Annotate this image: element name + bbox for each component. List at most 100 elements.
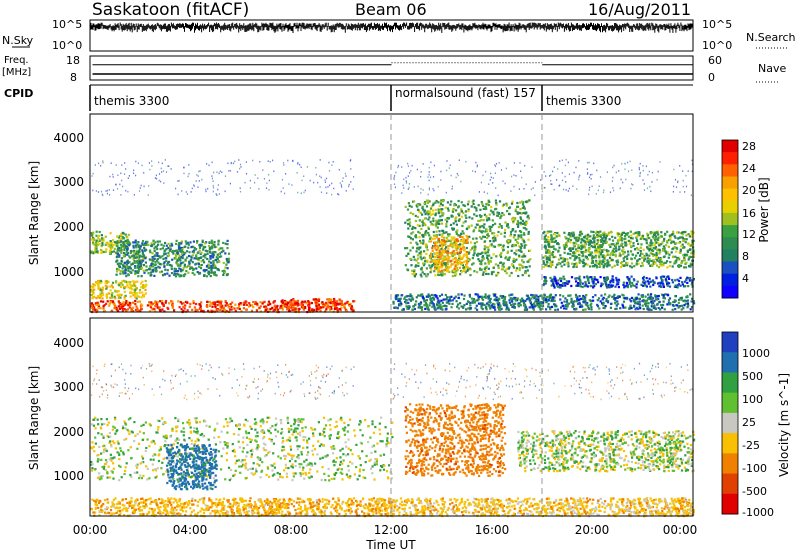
power-cell xyxy=(138,254,141,257)
power-cell xyxy=(445,240,448,243)
power-cell xyxy=(225,257,228,261)
power-cell xyxy=(451,251,454,254)
power-cell xyxy=(675,259,678,262)
power-cell xyxy=(656,264,659,267)
power-cell xyxy=(177,270,180,273)
power-cell xyxy=(615,276,618,279)
power-cell xyxy=(208,241,211,244)
power-cell xyxy=(692,255,695,258)
power-cell xyxy=(607,231,610,234)
power-cell xyxy=(599,251,602,254)
power-cell xyxy=(118,255,121,258)
power-cell xyxy=(458,262,461,265)
power-cell xyxy=(211,271,214,274)
power-cell xyxy=(138,256,141,259)
power-cell xyxy=(180,308,183,311)
power-cell xyxy=(286,307,289,310)
power-cell xyxy=(593,239,596,242)
power-cell xyxy=(233,307,236,310)
power-cell xyxy=(126,259,129,262)
power-cell xyxy=(573,254,576,257)
power-cell xyxy=(573,237,576,240)
power-cell xyxy=(548,249,551,252)
power-cell xyxy=(608,286,611,289)
power-cell xyxy=(256,302,259,305)
power-cell xyxy=(587,250,590,253)
power-cell xyxy=(316,302,319,305)
power-cell xyxy=(513,243,516,247)
power-cell xyxy=(452,222,455,225)
power-cell xyxy=(434,208,437,211)
power-cell xyxy=(675,247,679,250)
power-cell xyxy=(502,249,505,252)
power-cell xyxy=(211,246,214,249)
power-cell xyxy=(574,293,578,296)
power-cell xyxy=(238,303,241,306)
power-cell xyxy=(91,297,94,300)
power-cell xyxy=(667,256,670,259)
power-cell xyxy=(640,243,643,246)
power-cell xyxy=(136,294,139,297)
power-cell xyxy=(457,199,460,203)
power-cell xyxy=(537,297,540,300)
power-cell xyxy=(414,273,418,276)
power-cell xyxy=(592,282,595,285)
power-cell xyxy=(570,301,573,304)
power-cell xyxy=(615,242,618,245)
power-cell xyxy=(530,304,533,307)
power-cell xyxy=(556,231,559,235)
power-cell xyxy=(516,201,519,205)
power-cell xyxy=(519,263,522,266)
power-cell xyxy=(651,235,654,238)
power-cell xyxy=(185,242,188,245)
power-cell xyxy=(423,202,426,205)
power-cell xyxy=(424,201,427,204)
power-cell xyxy=(123,262,126,265)
power-cell xyxy=(505,255,508,259)
power-cell xyxy=(400,303,403,306)
power-cell xyxy=(441,272,444,276)
power-cell xyxy=(619,254,622,257)
power-cell xyxy=(545,248,548,251)
power-cell xyxy=(526,200,529,203)
power-cell xyxy=(416,247,419,250)
power-cell xyxy=(661,275,664,278)
power-cell xyxy=(135,246,138,249)
power-cell xyxy=(159,256,162,259)
nsky-label: N.Sky xyxy=(2,34,34,47)
power-cell xyxy=(280,300,283,303)
power-cell xyxy=(124,286,127,289)
power-cell xyxy=(186,301,189,304)
power-cell xyxy=(602,242,605,245)
power-cell xyxy=(612,295,615,298)
power-cell xyxy=(495,255,498,258)
power-cell xyxy=(115,267,119,271)
power-cell xyxy=(550,230,553,233)
power-cell xyxy=(443,273,446,276)
power-cell xyxy=(572,244,575,247)
power-cell xyxy=(510,202,514,205)
power-cell xyxy=(604,238,607,242)
power-cell xyxy=(633,284,636,287)
power-cell xyxy=(423,222,426,225)
power-cell xyxy=(513,260,516,263)
power-cell xyxy=(543,293,546,296)
power-cell xyxy=(92,238,95,241)
power-cell xyxy=(482,226,485,229)
power-cell xyxy=(184,304,187,307)
power-cell xyxy=(283,301,286,304)
power-cell xyxy=(95,297,98,300)
power-cell xyxy=(447,233,450,236)
power-cell xyxy=(566,240,569,243)
power-cell xyxy=(516,212,519,215)
power-cell xyxy=(146,240,149,243)
power-cell xyxy=(687,285,690,288)
power-cell xyxy=(641,304,644,307)
power-cell xyxy=(636,251,639,255)
power-cell xyxy=(123,296,126,299)
power-cell xyxy=(240,310,243,313)
power-cell xyxy=(276,308,280,311)
power-cell xyxy=(120,245,123,248)
power-cell xyxy=(176,259,179,262)
power-cell xyxy=(325,308,328,311)
